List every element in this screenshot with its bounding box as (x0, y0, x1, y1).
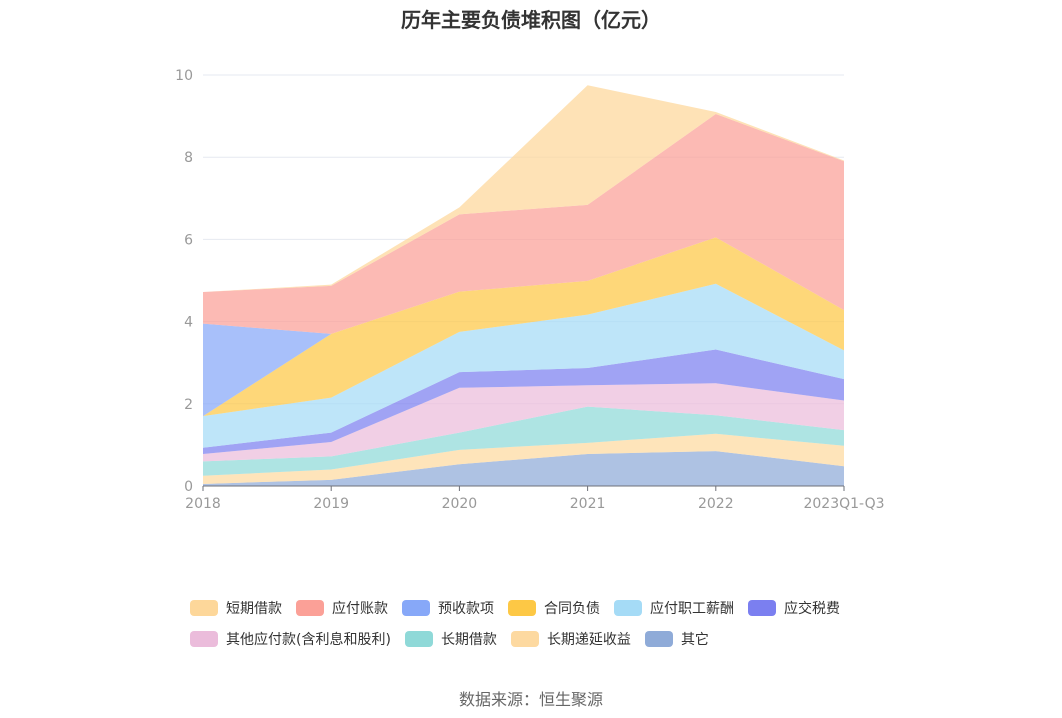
legend-swatch (190, 599, 218, 616)
legend-label: 合同负债 (544, 600, 600, 617)
legend-row-1: 短期借款 应付账款 预收款项 合同负债 应付职工薪酬 应交税费 (190, 592, 910, 623)
legend-item[interactable]: 应付职工薪酬 (614, 598, 734, 618)
x-tick-label: 2018 (185, 496, 221, 512)
y-tick-label: 4 (184, 315, 193, 331)
legend-item[interactable]: 其它 (644, 629, 709, 649)
area-series-5[interactable] (203, 283, 844, 448)
legend-label: 长期借款 (440, 631, 497, 648)
legend-label: 应交税费 (784, 600, 840, 617)
legend-item[interactable]: 其他应付款(含利息和股利) (190, 629, 391, 649)
legend-item[interactable]: 应交税费 (748, 598, 840, 618)
area-series-0[interactable] (203, 451, 844, 486)
legend-swatch (404, 630, 433, 647)
area-series-3[interactable] (203, 383, 844, 462)
legend-label: 应付账款 (332, 600, 388, 617)
area-layer (203, 85, 844, 486)
axis-layer: 0 2 4 6 8 10 2018 2019 2020 2021 2022 2023Q1-Q3 (175, 68, 884, 512)
legend-swatch (402, 599, 430, 616)
x-tick-label: 2023Q1-Q3 (803, 496, 884, 512)
chart-title: 历年主要负债堆积图（亿元） (401, 8, 661, 32)
y-tick-label: 6 (184, 232, 193, 248)
chart-plot-area: 0 2 4 6 8 10 2018 2019 2020 2021 2022 2023Q1-Q3 (175, 68, 884, 512)
legend-label: 长期递延收益 (546, 631, 631, 648)
legend-item[interactable]: 长期借款 (404, 629, 497, 649)
y-tick-label: 2 (184, 397, 193, 413)
area-series-9[interactable] (203, 85, 844, 293)
legend-item[interactable]: 合同负债 (508, 598, 600, 618)
x-tick-label: 2022 (698, 496, 734, 512)
legend-swatch (296, 599, 324, 616)
legend-label: 其它 (680, 631, 709, 648)
y-tick-label: 8 (184, 150, 193, 166)
area-series-2[interactable] (203, 406, 844, 476)
chart-legend: 短期借款 应付账款 预收款项 合同负债 应付职工薪酬 应交税费 其他应付款(含利息和股利)… (190, 592, 910, 654)
area-series-6[interactable] (203, 237, 844, 417)
legend-row-2: 其他应付款(含利息和股利) 长期借款 长期递延收益 其它 (190, 623, 910, 654)
legend-swatch (644, 630, 673, 647)
legend-swatch (508, 599, 536, 616)
legend-item[interactable]: 长期递延收益 (510, 629, 631, 649)
x-tick-label: 2021 (570, 496, 606, 512)
legend-label: 短期借款 (226, 600, 282, 617)
data-source-note: 数据来源：恒生聚源 (458, 690, 603, 709)
legend-swatch (614, 599, 642, 616)
legend-swatch (190, 630, 218, 647)
legend-label: 其他应付款(含利息和股利) (226, 631, 391, 648)
x-tick-label: 2019 (313, 496, 349, 512)
legend-label: 预收款项 (438, 600, 494, 617)
y-tick-label: 0 (184, 479, 193, 495)
legend-item[interactable]: 预收款项 (402, 598, 494, 618)
legend-swatch (748, 599, 776, 616)
legend-item[interactable]: 短期借款 (190, 598, 282, 618)
y-tick-label: 10 (175, 68, 193, 84)
legend-swatch (510, 630, 539, 647)
x-tick-label: 2020 (442, 496, 478, 512)
legend-item[interactable]: 应付账款 (296, 598, 388, 618)
legend-label: 应付职工薪酬 (650, 600, 734, 617)
area-series-4[interactable] (203, 349, 844, 454)
area-series-1[interactable] (203, 433, 844, 484)
area-series-8[interactable] (203, 114, 844, 334)
